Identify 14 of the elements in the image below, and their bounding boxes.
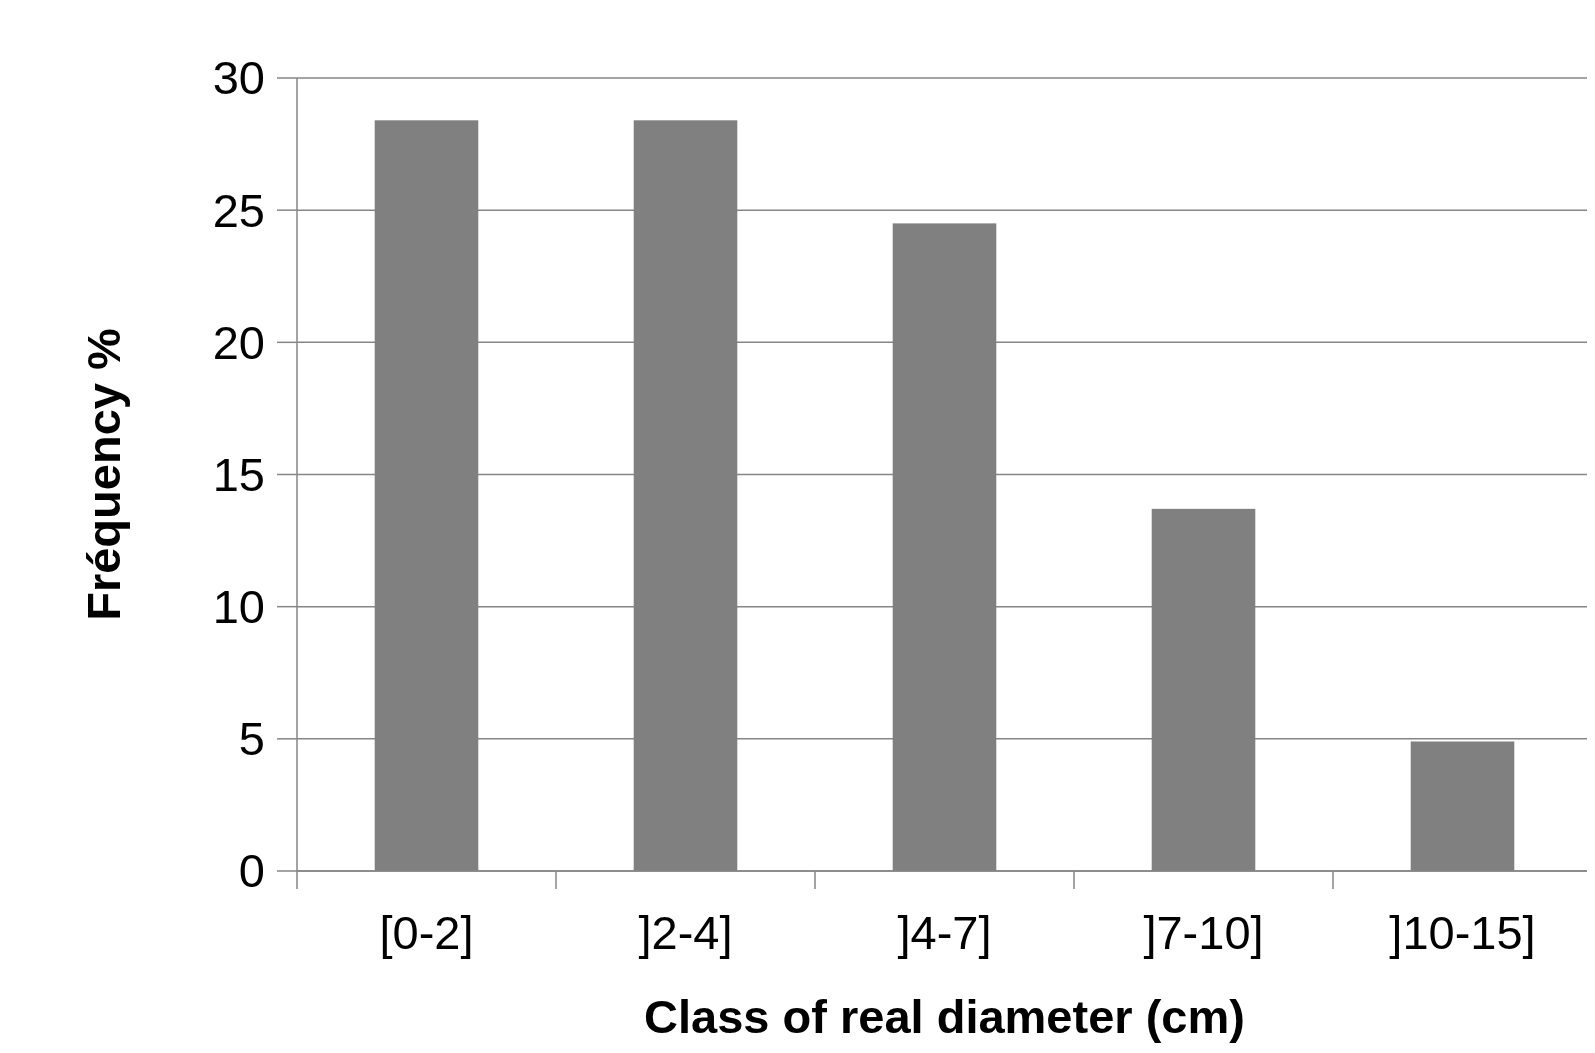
y-tick-label: 15 <box>212 447 265 501</box>
x-tick-label: ]10-15] <box>1389 906 1536 959</box>
x-tick-label: ]2-4] <box>638 906 733 959</box>
y-tick-label: 30 <box>212 51 265 105</box>
y-tick-label: 5 <box>238 712 265 766</box>
x-tick-label: [0-2] <box>379 906 474 959</box>
y-tick-label: 20 <box>212 315 265 369</box>
x-tick-label: ]4-7] <box>897 906 992 959</box>
y-axis-title: Fréquency % <box>77 328 130 621</box>
x-tick-label: ]7-10] <box>1143 906 1264 959</box>
x-axis-title: Class of real diameter (cm) <box>644 990 1245 1043</box>
y-tick-label: 25 <box>212 183 265 237</box>
y-tick-label: 10 <box>212 580 265 634</box>
y-tick-label: 0 <box>238 844 265 898</box>
